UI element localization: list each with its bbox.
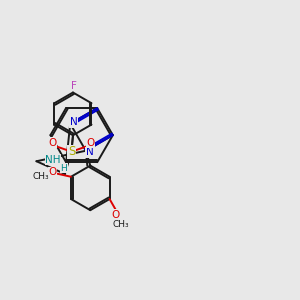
Text: S: S — [68, 145, 75, 158]
Text: N: N — [70, 117, 78, 127]
Text: N: N — [85, 147, 93, 157]
Text: O: O — [111, 210, 120, 220]
Text: NH: NH — [45, 155, 61, 165]
Text: O: O — [48, 167, 56, 177]
Text: CH₃: CH₃ — [112, 220, 129, 229]
Text: O: O — [86, 138, 94, 148]
Text: F: F — [70, 81, 76, 91]
Text: H: H — [60, 164, 67, 172]
Text: CH₃: CH₃ — [33, 172, 50, 181]
Text: O: O — [48, 138, 57, 148]
